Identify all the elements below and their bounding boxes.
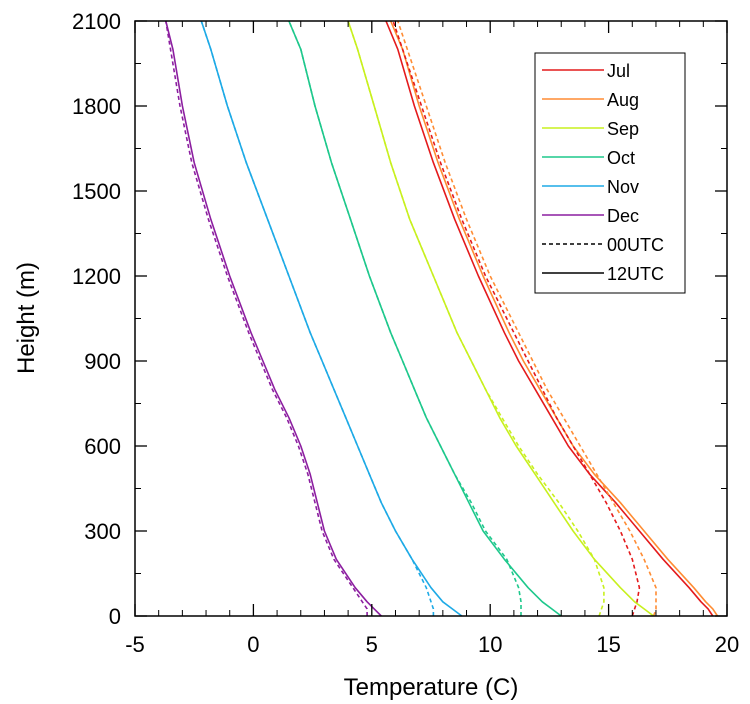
y-axis-label: Height (m) bbox=[13, 262, 40, 374]
x-tick-label: 0 bbox=[247, 632, 259, 657]
series-line-dec-12utc bbox=[165, 20, 382, 617]
series-line-sep-00utc bbox=[347, 20, 605, 617]
y-tick-label: 600 bbox=[84, 434, 121, 459]
legend-label-00utc: 00UTC bbox=[607, 235, 664, 255]
legend-label-jul: Jul bbox=[607, 61, 630, 81]
series-line-oct-00utc bbox=[288, 20, 522, 616]
y-tick-label: 1200 bbox=[72, 264, 121, 289]
legend-label-sep: Sep bbox=[607, 119, 639, 139]
x-axis-label: Temperature (C) bbox=[344, 674, 519, 701]
x-tick-label: 5 bbox=[366, 632, 378, 657]
y-tick-label: 300 bbox=[84, 519, 121, 544]
series-line-oct-12utc bbox=[288, 20, 562, 617]
x-tick-label: -5 bbox=[125, 632, 145, 657]
series-line-nov-00utc bbox=[200, 20, 435, 616]
series-line-jul-12utc bbox=[385, 20, 714, 617]
y-tick-label: 2100 bbox=[72, 9, 121, 34]
x-tick-label: 15 bbox=[596, 632, 620, 657]
legend-label-aug: Aug bbox=[607, 90, 639, 110]
plot-lines bbox=[165, 20, 719, 617]
legend-label-12utc: 12UTC bbox=[607, 264, 664, 284]
x-tick-label: 10 bbox=[478, 632, 502, 657]
legend: Jul Aug Sep Oct Nov Dec 00UTC 12UTC bbox=[534, 52, 686, 294]
legend-box bbox=[534, 52, 686, 294]
series-line-dec-00utc bbox=[165, 20, 368, 616]
series-line-aug-00utc bbox=[397, 20, 657, 617]
y-tick-label: 1800 bbox=[72, 94, 121, 119]
legend-label-dec: Dec bbox=[607, 206, 639, 226]
series-line-jul-00utc bbox=[392, 20, 641, 617]
legend-label-nov: Nov bbox=[607, 177, 639, 197]
x-tick-label: 20 bbox=[715, 632, 739, 657]
y-tick-label: 0 bbox=[109, 604, 121, 629]
y-tick-label: 1500 bbox=[72, 179, 121, 204]
legend-label-oct: Oct bbox=[607, 148, 635, 168]
y-tick-label: 900 bbox=[84, 349, 121, 374]
